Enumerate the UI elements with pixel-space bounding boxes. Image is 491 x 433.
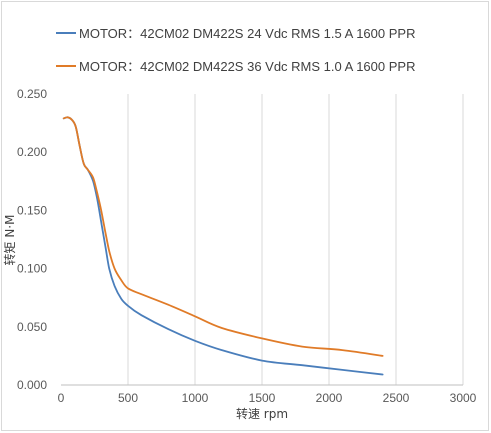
legend-label-series-1: MOTOR：42CM02 DM422S 24 Vdc RMS 1.5 A 160… xyxy=(79,26,415,41)
x-tick-label: 0 xyxy=(58,391,65,405)
x-tick-label: 1500 xyxy=(249,391,276,405)
series-line-2 xyxy=(62,116,384,357)
y-tick-label: 0.250 xyxy=(17,87,47,101)
y-axis-title: 转矩 N·M xyxy=(2,215,17,266)
x-tick-label: 2500 xyxy=(383,391,410,405)
series-layer xyxy=(62,116,384,376)
y-tick-label: 0.200 xyxy=(17,145,47,159)
y-tick-label: 0.150 xyxy=(17,203,47,217)
x-tick-label: 3000 xyxy=(450,391,477,405)
y-tick-label: 0.100 xyxy=(17,262,47,276)
x-tick-label: 2000 xyxy=(316,391,343,405)
series-line-1 xyxy=(62,116,384,376)
y-tick-labels: 0.000 0.050 0.100 0.150 0.200 0.250 xyxy=(17,87,47,392)
x-axis-title: 转速 rpm xyxy=(236,406,288,421)
grid-lines xyxy=(127,94,464,385)
y-tick-label: 0.050 xyxy=(17,320,47,334)
legend-label-series-2: MOTOR：42CM02 DM422S 36 Vdc RMS 1.0 A 160… xyxy=(79,59,415,74)
x-tick-label: 1000 xyxy=(182,391,209,405)
y-tick-label: 0.000 xyxy=(17,378,47,392)
x-tick-label: 500 xyxy=(118,391,138,405)
legend: MOTOR：42CM02 DM422S 24 Vdc RMS 1.5 A 160… xyxy=(56,26,415,74)
x-tick-labels: 0 500 1000 1500 2000 2500 3000 xyxy=(58,391,477,405)
